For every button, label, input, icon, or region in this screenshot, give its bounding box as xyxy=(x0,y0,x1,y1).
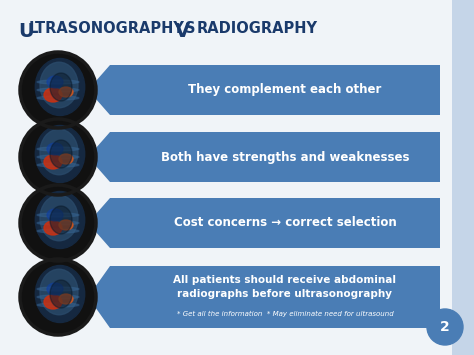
Ellipse shape xyxy=(35,126,85,182)
Ellipse shape xyxy=(50,206,72,234)
Ellipse shape xyxy=(44,221,62,235)
Text: They complement each other: They complement each other xyxy=(188,83,382,97)
Polygon shape xyxy=(88,266,440,328)
Text: All patients should receive abdominal
radiographs before ultrasonography: All patients should receive abdominal ra… xyxy=(173,275,396,299)
Text: Both have strengths and weaknesses: Both have strengths and weaknesses xyxy=(161,151,409,164)
Ellipse shape xyxy=(35,191,85,248)
Ellipse shape xyxy=(35,266,85,322)
Circle shape xyxy=(20,119,96,195)
Ellipse shape xyxy=(35,59,85,115)
Ellipse shape xyxy=(44,88,62,102)
Text: V: V xyxy=(175,22,190,41)
Ellipse shape xyxy=(50,73,72,101)
Ellipse shape xyxy=(40,269,78,315)
Ellipse shape xyxy=(37,80,79,84)
Ellipse shape xyxy=(40,195,78,241)
FancyBboxPatch shape xyxy=(452,0,474,355)
Ellipse shape xyxy=(37,163,79,167)
Text: U: U xyxy=(18,22,34,41)
Polygon shape xyxy=(88,198,440,248)
Ellipse shape xyxy=(37,221,79,225)
Circle shape xyxy=(427,309,463,345)
Ellipse shape xyxy=(47,143,63,155)
Ellipse shape xyxy=(37,213,79,217)
Ellipse shape xyxy=(37,295,79,299)
Ellipse shape xyxy=(59,294,73,304)
Text: 2: 2 xyxy=(440,320,450,334)
Ellipse shape xyxy=(40,62,78,108)
Circle shape xyxy=(20,52,96,128)
Text: * Get all the information  * May eliminate need for ultrasound: * Get all the information * May eliminat… xyxy=(177,311,393,317)
Ellipse shape xyxy=(37,88,79,92)
Ellipse shape xyxy=(40,129,78,175)
Ellipse shape xyxy=(59,220,73,230)
Ellipse shape xyxy=(47,283,63,295)
Ellipse shape xyxy=(47,209,63,221)
Ellipse shape xyxy=(44,295,62,309)
Ellipse shape xyxy=(50,140,72,168)
Ellipse shape xyxy=(59,87,73,97)
Ellipse shape xyxy=(37,229,79,233)
Text: Cost concerns → correct selection: Cost concerns → correct selection xyxy=(173,217,396,229)
Text: LTRASONOGRAPHY: LTRASONOGRAPHY xyxy=(29,21,185,36)
Text: S: S xyxy=(185,21,195,36)
Polygon shape xyxy=(88,132,440,182)
Ellipse shape xyxy=(37,96,79,100)
Ellipse shape xyxy=(37,155,79,159)
Ellipse shape xyxy=(37,303,79,307)
Circle shape xyxy=(20,259,96,335)
Ellipse shape xyxy=(37,287,79,291)
Polygon shape xyxy=(88,65,440,115)
Ellipse shape xyxy=(47,76,63,88)
Ellipse shape xyxy=(44,155,62,169)
Circle shape xyxy=(20,185,96,261)
Ellipse shape xyxy=(37,147,79,151)
Text: RADIOGRAPHY: RADIOGRAPHY xyxy=(197,21,318,36)
Ellipse shape xyxy=(59,154,73,164)
Ellipse shape xyxy=(50,280,72,308)
